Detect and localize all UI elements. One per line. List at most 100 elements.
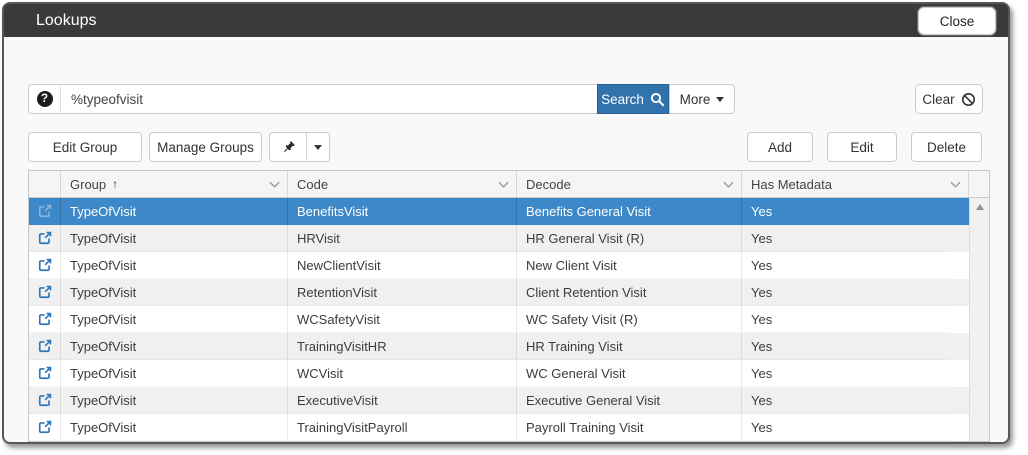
cell-decode: WC General Visit (517, 360, 742, 387)
edit-group-button[interactable]: Edit Group (28, 132, 142, 162)
table-row[interactable]: TypeOfVisit TrainingVisitHR HR Training … (29, 333, 989, 360)
cell-has-metadata: Yes (742, 414, 950, 441)
table-row[interactable]: TypeOfVisit WCVisit WC General Visit Yes (29, 360, 989, 387)
open-record-cell[interactable] (29, 360, 61, 387)
add-button[interactable]: Add (747, 132, 813, 162)
column-header-group[interactable]: Group ↑ (61, 171, 288, 197)
external-link-icon[interactable] (38, 285, 52, 299)
external-link-icon[interactable] (38, 231, 52, 245)
cell-has-metadata: Yes (742, 279, 950, 306)
help-icon[interactable]: ? (28, 84, 61, 114)
cell-has-metadata: Yes (742, 252, 950, 279)
cell-decode: HR General Visit (R) (517, 225, 742, 252)
vertical-scrollbar[interactable] (969, 198, 989, 441)
cell-has-metadata: Yes (742, 333, 950, 360)
cell-has-metadata: Yes (742, 387, 950, 414)
scroll-up-arrow-icon[interactable] (975, 204, 984, 210)
column-header-has-metadata[interactable]: Has Metadata (742, 171, 969, 197)
cell-group: TypeOfVisit (61, 360, 288, 387)
open-record-cell[interactable] (29, 414, 61, 441)
cell-code: BenefitsVisit (288, 198, 517, 225)
open-record-cell[interactable] (29, 198, 61, 225)
dialog-title: Lookups (36, 11, 97, 29)
chevron-down-icon[interactable] (497, 179, 510, 190)
table-row[interactable]: TypeOfVisit ExecutiveVisit Executive Gen… (29, 387, 989, 414)
table-row[interactable]: TypeOfVisit RetentionVisit Client Retent… (29, 279, 989, 306)
cell-decode: Benefits General Visit (517, 198, 742, 225)
lookups-dialog: Lookups Close ? Search More (2, 2, 1010, 444)
delete-button[interactable]: Delete (911, 132, 982, 162)
chevron-down-icon (716, 96, 725, 102)
chevron-down-icon[interactable] (949, 179, 962, 190)
open-record-cell[interactable] (29, 279, 61, 306)
lookups-grid: Group ↑ Code Decode (28, 170, 990, 442)
clear-slash-circle-icon (961, 92, 975, 106)
external-link-icon[interactable] (38, 366, 52, 380)
cell-group: TypeOfVisit (61, 387, 288, 414)
pin-dropdown-button[interactable] (306, 132, 330, 162)
cell-has-metadata: Yes (742, 360, 950, 387)
column-header-decode[interactable]: Decode (517, 171, 742, 197)
cell-has-metadata: Yes (742, 198, 950, 225)
search-input[interactable] (61, 84, 597, 114)
dialog-titlebar: Lookups (4, 4, 1008, 37)
cell-group: TypeOfVisit (61, 333, 288, 360)
cell-group: TypeOfVisit (61, 414, 288, 441)
table-row[interactable]: TypeOfVisit HRVisit HR General Visit (R)… (29, 225, 989, 252)
chevron-down-icon (314, 144, 322, 150)
table-row[interactable]: TypeOfVisit WCSafetyVisit WC Safety Visi… (29, 306, 989, 333)
edit-button[interactable]: Edit (827, 132, 897, 162)
cell-code: WCSafetyVisit (288, 306, 517, 333)
external-link-icon[interactable] (38, 393, 52, 407)
open-record-cell[interactable] (29, 306, 61, 333)
cell-decode: HR Training Visit (517, 333, 742, 360)
table-row[interactable]: TypeOfVisit NewClientVisit New Client Vi… (29, 252, 989, 279)
search-button[interactable]: Search (597, 84, 669, 114)
cell-decode: New Client Visit (517, 252, 742, 279)
cell-has-metadata: Yes (742, 306, 950, 333)
column-header-code[interactable]: Code (288, 171, 517, 197)
cell-decode: WC Safety Visit (R) (517, 306, 742, 333)
header-scrollbar-spacer (969, 171, 989, 197)
cell-code: ExecutiveVisit (288, 387, 517, 414)
manage-groups-button[interactable]: Manage Groups (149, 132, 262, 162)
sort-ascending-icon: ↑ (112, 177, 119, 191)
cell-code: WCVisit (288, 360, 517, 387)
question-mark-icon: ? (36, 91, 53, 107)
cell-decode: Payroll Training Visit (517, 414, 742, 441)
grid-toolbar: Edit Group Manage Groups (28, 132, 982, 162)
magnifier-icon (650, 92, 665, 106)
grid-body: TypeOfVisit BenefitsVisit Benefits Gener… (29, 198, 989, 441)
close-button[interactable]: Close (918, 7, 996, 35)
external-link-icon[interactable] (38, 258, 52, 272)
open-record-cell[interactable] (29, 387, 61, 414)
open-record-cell[interactable] (29, 252, 61, 279)
external-link-icon[interactable] (38, 339, 52, 353)
pin-button[interactable] (269, 132, 307, 162)
cell-decode: Client Retention Visit (517, 279, 742, 306)
cell-code: TrainingVisitPayroll (288, 414, 517, 441)
cell-code: NewClientVisit (288, 252, 517, 279)
table-row[interactable]: TypeOfVisit BenefitsVisit Benefits Gener… (29, 198, 989, 225)
more-button[interactable]: More (669, 84, 735, 114)
cell-group: TypeOfVisit (61, 198, 288, 225)
search-input-group: ? Search More (28, 84, 735, 114)
external-link-icon[interactable] (38, 312, 52, 326)
cell-group: TypeOfVisit (61, 279, 288, 306)
cell-group: TypeOfVisit (61, 306, 288, 333)
chevron-down-icon[interactable] (268, 179, 281, 190)
cell-code: TrainingVisitHR (288, 333, 517, 360)
cell-has-metadata: Yes (742, 225, 950, 252)
open-record-cell[interactable] (29, 333, 61, 360)
cell-group: TypeOfVisit (61, 252, 288, 279)
grid-header: Group ↑ Code Decode (29, 171, 989, 198)
table-row[interactable]: TypeOfVisit TrainingVisitPayroll Payroll… (29, 414, 989, 441)
chevron-down-icon[interactable] (722, 179, 735, 190)
clear-button[interactable]: Clear (915, 84, 983, 114)
search-row: ? Search More Clear (28, 84, 1008, 114)
external-link-icon[interactable] (38, 420, 52, 434)
external-link-icon[interactable] (38, 204, 52, 218)
pin-split-button (269, 132, 330, 162)
open-record-cell[interactable] (29, 225, 61, 252)
